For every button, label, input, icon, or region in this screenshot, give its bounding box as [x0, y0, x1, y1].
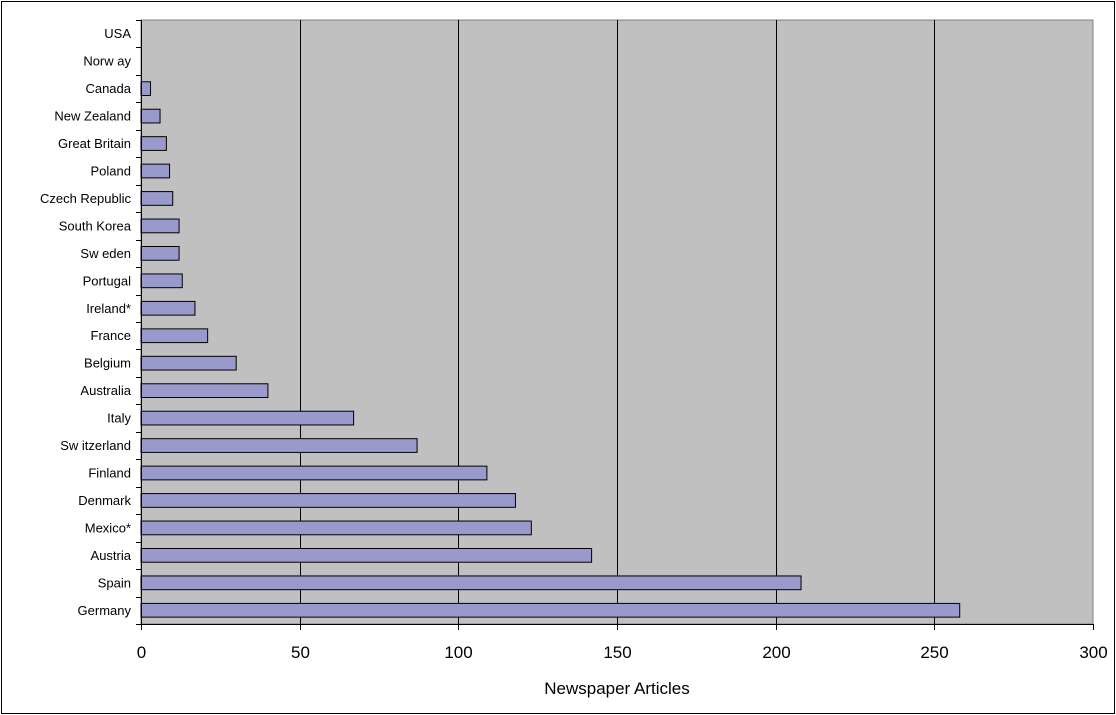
bar-finland: [140, 465, 488, 481]
bar-sw-itzerland: [140, 438, 418, 453]
x-tick-labels: 0 50 100 150 200 250 300: [137, 643, 1108, 662]
category-label: Portugal: [83, 273, 132, 288]
x-tick-label: 200: [762, 643, 790, 662]
category-label: Ireland*: [86, 301, 131, 316]
category-label: Canada: [85, 81, 131, 96]
category-label: Norw ay: [83, 54, 131, 69]
category-label: New Zealand: [54, 109, 131, 124]
bars: [140, 81, 961, 618]
bar-france: [140, 328, 209, 344]
bar-poland: [140, 163, 171, 179]
category-label: Germany: [78, 603, 132, 618]
category-label: Belgium: [84, 356, 131, 371]
bar-portugal: [140, 273, 183, 289]
x-axis-title: Newspaper Articles: [544, 679, 690, 698]
bar-germany: [140, 602, 961, 618]
x-tick-label: 150: [603, 643, 631, 662]
category-labels: Germany Spain Austria Mexico* Denmark Finland…: [40, 26, 132, 618]
axes: [136, 20, 1094, 630]
bar-great-britain: [140, 136, 167, 151]
category-label: Denmark: [78, 493, 131, 508]
category-label: Austria: [91, 548, 132, 563]
x-tick-label: 50: [291, 643, 310, 662]
bar-ireland-: [140, 300, 196, 316]
bar-new-zealand: [140, 108, 161, 124]
category-label: Spain: [98, 575, 131, 590]
x-tick-label: 250: [920, 643, 948, 662]
bar-canada: [140, 81, 152, 96]
bar-spain: [140, 575, 802, 591]
bar-czech-republic: [140, 191, 174, 206]
category-label: USA: [104, 26, 131, 41]
bar-italy: [140, 410, 355, 426]
bar-belgium: [140, 355, 237, 371]
bar-austria: [140, 548, 593, 563]
category-label: South Korea: [59, 218, 132, 233]
category-label: Poland: [91, 164, 131, 179]
bar-mexico-: [140, 520, 532, 536]
category-label: Czech Republic: [40, 191, 132, 206]
x-tick-label: 100: [444, 643, 472, 662]
category-label: Italy: [107, 411, 131, 426]
x-tick-label: 0: [137, 643, 146, 662]
category-label: France: [91, 328, 131, 343]
bar-australia: [140, 383, 269, 398]
category-label: Sw itzerland: [60, 438, 131, 453]
x-tick-label: 300: [1079, 643, 1107, 662]
bar-south-korea: [140, 218, 180, 234]
category-label: Finland: [88, 466, 131, 481]
bar-sw-eden: [140, 246, 180, 261]
category-label: Australia: [80, 383, 131, 398]
category-label: Mexico*: [85, 520, 131, 535]
category-label: Sw eden: [80, 246, 131, 261]
category-label: Great Britain: [58, 136, 131, 151]
bar-denmark: [140, 493, 516, 508]
